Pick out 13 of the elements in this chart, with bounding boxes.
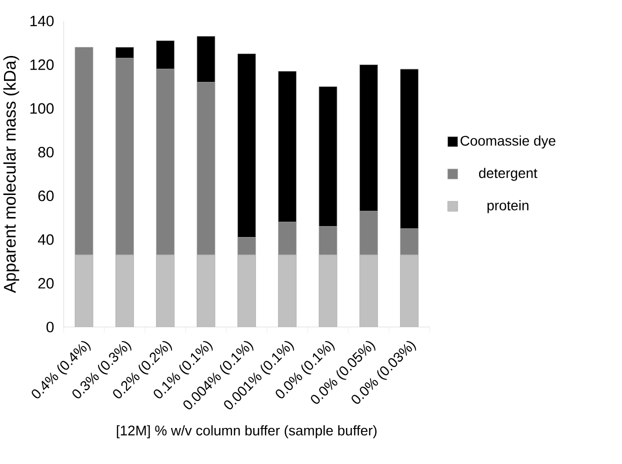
legend-label: Coomassie dye <box>460 135 556 148</box>
y-tick-label: 0 <box>46 322 54 332</box>
y-axis-title: Apparent molecular mass (kDa) <box>3 56 20 294</box>
y-tick-label: 120 <box>30 59 54 70</box>
y-tick-label: 100 <box>30 103 54 114</box>
y-tick-label: 140 <box>30 16 54 26</box>
x-axis-title: [12M] % w/v column buffer (sample buffer) <box>116 425 377 438</box>
y-tick-label: 40 <box>38 234 54 245</box>
y-tick-label: 80 <box>38 146 54 158</box>
y-tick-label: 20 <box>38 278 54 289</box>
legend-label: protein <box>488 200 528 214</box>
legend-label: detergent <box>479 168 538 181</box>
y-tick-label: 60 <box>38 190 54 202</box>
